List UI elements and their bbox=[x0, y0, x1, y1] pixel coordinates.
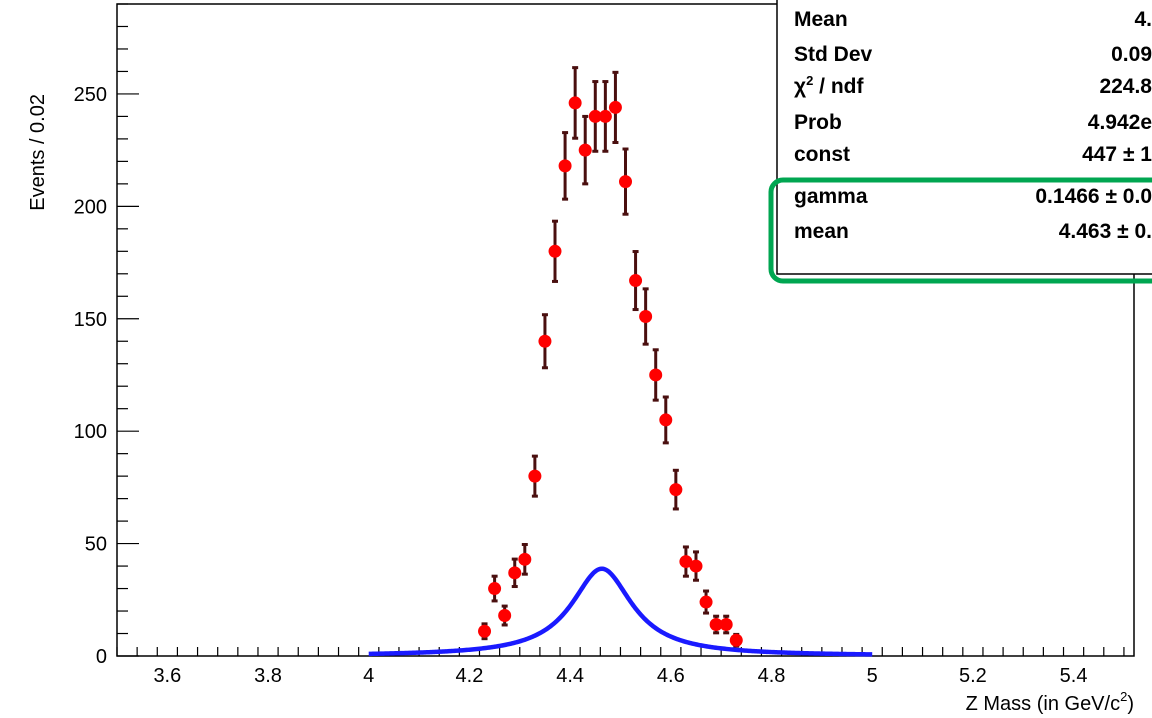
data-point bbox=[608, 100, 622, 114]
data-point bbox=[558, 159, 572, 173]
data-point bbox=[649, 368, 663, 382]
data-point bbox=[568, 96, 582, 110]
data-point bbox=[478, 624, 492, 638]
stats-box: Mean 4. Std Dev 0.09 χ2 / ndf 224.8 Prob 4.942e… bbox=[768, 0, 1152, 284]
plot-frame bbox=[116, 3, 1135, 657]
x-tick-label: 4.4 bbox=[556, 665, 584, 687]
stat-label: χ2 / ndf bbox=[794, 73, 864, 98]
x-tick-label: 3.6 bbox=[153, 665, 181, 687]
highlight-box bbox=[768, 177, 1152, 284]
x-axis-title: Z Mass (in GeV/c2) bbox=[966, 689, 1134, 715]
data-point bbox=[689, 559, 703, 573]
data-point bbox=[699, 595, 713, 609]
stat-label: Std Dev bbox=[794, 43, 873, 66]
y-tick-label: 200 bbox=[74, 196, 107, 218]
data-point bbox=[588, 109, 602, 123]
x-tick-label: 4.2 bbox=[456, 665, 484, 687]
data-point bbox=[669, 483, 683, 497]
data-point bbox=[679, 555, 693, 569]
stat-value: 4.942e bbox=[1088, 111, 1152, 134]
data-point bbox=[619, 175, 632, 189]
stat-label: const bbox=[794, 143, 850, 166]
stat-label: Mean bbox=[794, 8, 848, 31]
plot-area: 3.6 3.8 4 4.2 4.4 4.6 4.8 5 5.2 5.4 0 50 100 150 200 25… bbox=[74, 3, 1135, 687]
y-tick-label: 100 bbox=[74, 421, 107, 443]
stat-value: 4. bbox=[1134, 8, 1152, 31]
stat-value: 224.8 bbox=[1099, 75, 1152, 98]
data-point bbox=[729, 633, 743, 647]
stat-value: 447 ± 1 bbox=[1082, 143, 1152, 166]
data-point bbox=[498, 609, 512, 623]
x-tick-label: 5 bbox=[867, 665, 878, 687]
x-tick-label: 4 bbox=[363, 665, 374, 687]
x-tick-label: 3.8 bbox=[254, 665, 282, 687]
stat-label: gamma bbox=[794, 185, 868, 208]
data-point bbox=[538, 334, 552, 348]
data-point bbox=[488, 582, 502, 596]
data-point bbox=[659, 413, 673, 427]
data-point bbox=[709, 618, 723, 632]
stat-label: mean bbox=[794, 220, 849, 243]
data-point bbox=[508, 566, 522, 580]
stat-value: 0.09 bbox=[1111, 43, 1152, 66]
stats-box-frame bbox=[776, 0, 1152, 275]
stat-value: 4.463 ± 0. bbox=[1059, 220, 1152, 243]
x-tick-label: 5.2 bbox=[959, 665, 987, 687]
data-point bbox=[578, 143, 592, 157]
data-point bbox=[528, 469, 542, 483]
x-tick-label: 4.8 bbox=[758, 665, 786, 687]
data-point bbox=[629, 274, 643, 288]
y-tick-label: 50 bbox=[85, 534, 107, 556]
fit-curve bbox=[368, 566, 873, 657]
data-point bbox=[639, 310, 653, 324]
x-tick-label: 4.6 bbox=[657, 665, 685, 687]
stat-value: 0.1466 ± 0.0 bbox=[1035, 185, 1152, 208]
data-point bbox=[548, 244, 562, 258]
y-tick-label: 150 bbox=[74, 309, 107, 331]
data-point bbox=[518, 552, 532, 566]
data-point bbox=[719, 618, 733, 632]
x-tick-label: 5.4 bbox=[1060, 665, 1088, 687]
data-point bbox=[598, 109, 612, 123]
y-tick-label: 250 bbox=[74, 84, 107, 106]
stat-label: Prob bbox=[794, 111, 842, 134]
y-tick-label: 0 bbox=[96, 646, 107, 668]
y-axis-title: Events / 0.02 bbox=[27, 94, 49, 211]
